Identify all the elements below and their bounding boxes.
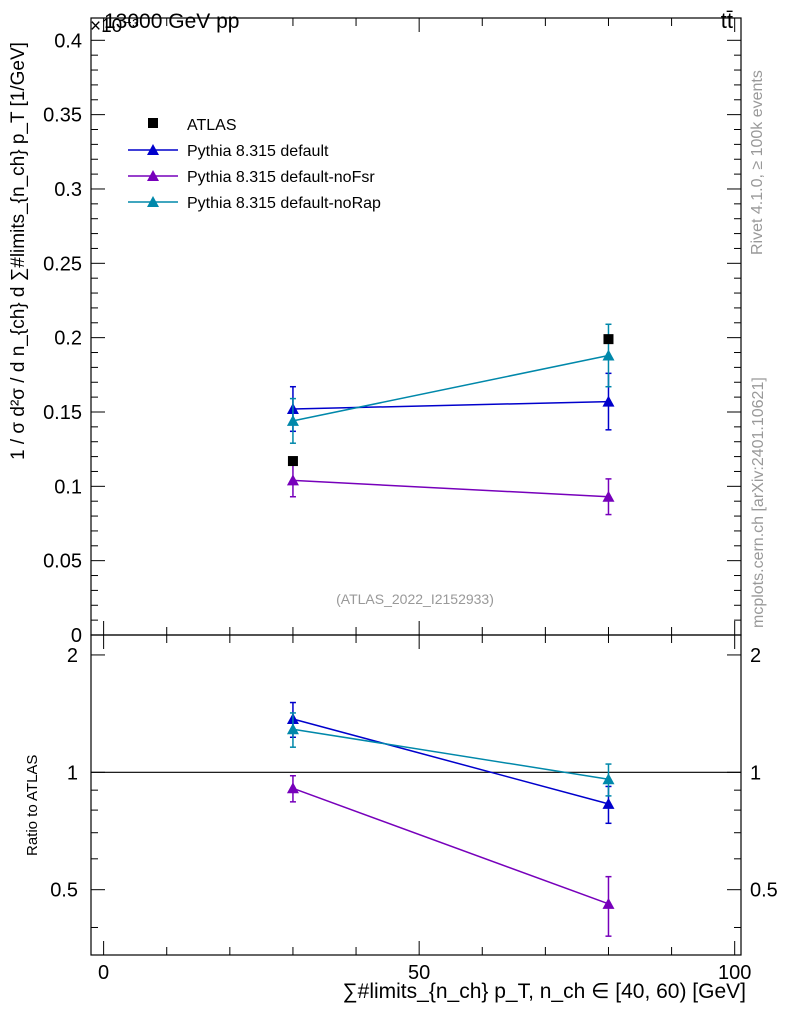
ratio-tick-label: 1 <box>67 762 78 784</box>
header-left-label: 13000 GeV pp <box>104 10 239 33</box>
analysis-id: (ATLAS_2022_I2152933) <box>336 591 494 607</box>
ratio-frame <box>90 634 742 956</box>
x-tick-label: 0 <box>98 962 109 984</box>
series-2-ratio-line <box>292 787 609 905</box>
series-3-ratio-point <box>286 723 299 735</box>
legend-label-2: Pythia 8.315 default-noFsr <box>187 169 375 186</box>
main-panel: 0 0.05 0.1 0.15 0.2 0.25 0.3 0.35 0.4 ATLAS Pythia… <box>43 17 742 955</box>
legend-marker-1 <box>147 144 159 155</box>
series-1-ratio-line <box>292 718 609 805</box>
ratio-tick-label-right: 1 <box>750 762 761 784</box>
atlas-point <box>287 456 298 467</box>
legend-label-3: Pythia 8.315 default-noRap <box>187 195 381 212</box>
exponent-label: ×10⁻³ <box>90 16 139 37</box>
y-tick-label: 0.1 <box>54 476 82 498</box>
ratio-tick-label-right: 0.5 <box>750 880 778 902</box>
ratio-tick-label: 0.5 <box>50 880 78 902</box>
y-tick-label: 0.3 <box>54 179 82 201</box>
y-tick-label: 0.25 <box>43 253 82 275</box>
y-tick-label: 0.15 <box>43 402 82 424</box>
mcplots-label: mcplots.cern.ch [arXiv:2401.10621] <box>750 377 767 628</box>
series-3-ratio-point <box>602 773 615 785</box>
legend: ATLAS Pythia 8.315 default Pythia 8.315 de… <box>128 117 381 212</box>
y-tick-label: 0.05 <box>43 551 82 573</box>
legend-label-atlas: ATLAS <box>187 117 237 134</box>
series-2-line <box>292 479 609 498</box>
ratio-axis-title: Ratio to ATLAS <box>24 755 41 856</box>
x-tick-label: 50 <box>408 962 430 984</box>
series-3-line <box>292 354 609 422</box>
x-axis-title: ∑#limits_{n_ch} p_T, n_ch ∈ [40, 60) [Ge… <box>343 980 746 1003</box>
legend-marker-atlas <box>148 118 158 128</box>
y-tick-label: 0 <box>71 625 82 647</box>
legend-marker-3 <box>147 196 159 207</box>
series-3-point <box>286 414 299 426</box>
series-2-ratio-point <box>602 897 615 909</box>
ratio-tick-label-right: 2 <box>750 645 761 667</box>
legend-label-1: Pythia 8.315 default <box>187 143 329 160</box>
series-2-ratio-point <box>286 782 299 794</box>
x-tick-label: 100 <box>718 962 751 984</box>
series-1-point <box>602 395 615 407</box>
series-1-line <box>292 400 609 410</box>
header-right-label: tt̄ <box>721 8 733 33</box>
atlas-point <box>603 334 614 345</box>
y-tick-label: 0.2 <box>54 328 82 350</box>
series-2-point <box>286 474 299 486</box>
series-3-ratio-line <box>292 728 609 780</box>
rivet-label: Rivet 4.1.0, ≥ 100k events <box>749 70 766 255</box>
main-frame <box>90 17 742 636</box>
y-tick-label: 0.35 <box>43 105 82 127</box>
series-3-point <box>602 349 615 361</box>
legend-marker-2 <box>147 170 159 181</box>
series-1-ratio-point <box>602 797 615 809</box>
y-tick-label: 0.4 <box>54 30 82 52</box>
y-axis-title: 1 / σ d²σ / d n_{ch} d ∑#limits_{n_ch} p… <box>8 42 29 460</box>
series-2-point <box>602 490 615 502</box>
ratio-tick-label: 2 <box>67 645 78 667</box>
ratio-panel: 0 50 100 0.5 0.5 1 1 2 2 <box>50 634 778 984</box>
